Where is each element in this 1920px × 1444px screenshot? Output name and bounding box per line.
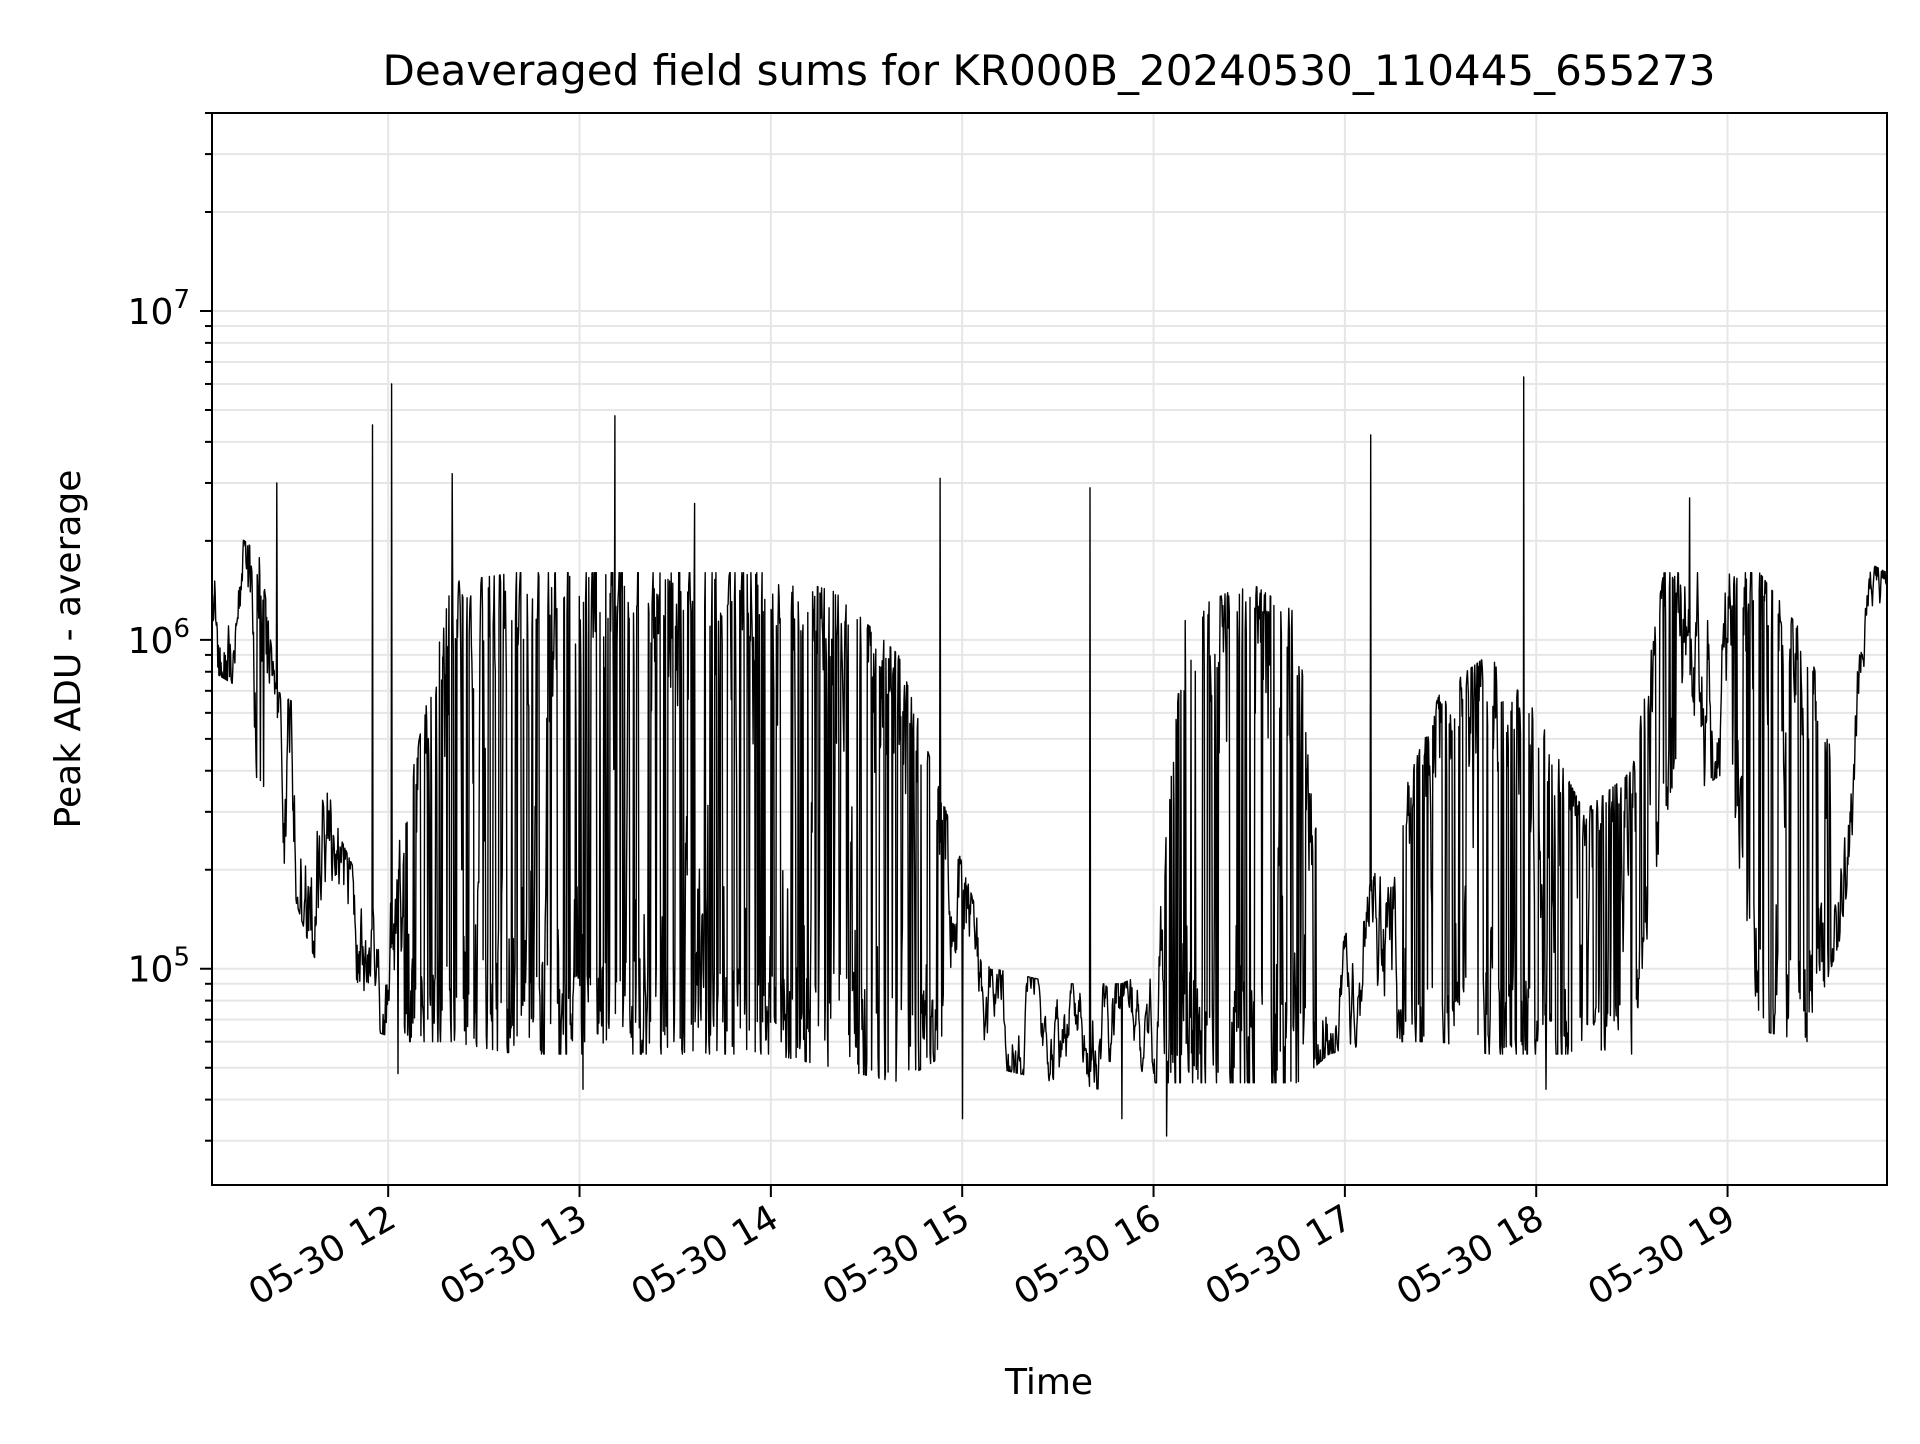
y-tick-label-exponent: 5 — [173, 943, 190, 973]
y-tick-label-base: 10 — [128, 621, 174, 662]
plot-frame — [211, 112, 1888, 1186]
grid — [212, 112, 1887, 1185]
y-tick-label: 106 — [128, 614, 190, 662]
y-tick-label: 105 — [128, 943, 190, 991]
y-axis-label: Peak ADU - average — [48, 470, 89, 829]
y-tick-label: 107 — [128, 285, 190, 333]
x-axis-label: Time — [1004, 1362, 1093, 1403]
y-tick-label-base: 10 — [128, 292, 174, 333]
y-tick-label-base: 10 — [128, 950, 174, 991]
plot-area — [211, 376, 1888, 1137]
series-line — [211, 376, 1888, 1137]
y-tick-label-exponent: 6 — [173, 614, 190, 644]
y-tick-label-exponent: 7 — [173, 285, 190, 315]
chart-title: Deaveraged field sums for KR000B_2024053… — [383, 46, 1716, 95]
